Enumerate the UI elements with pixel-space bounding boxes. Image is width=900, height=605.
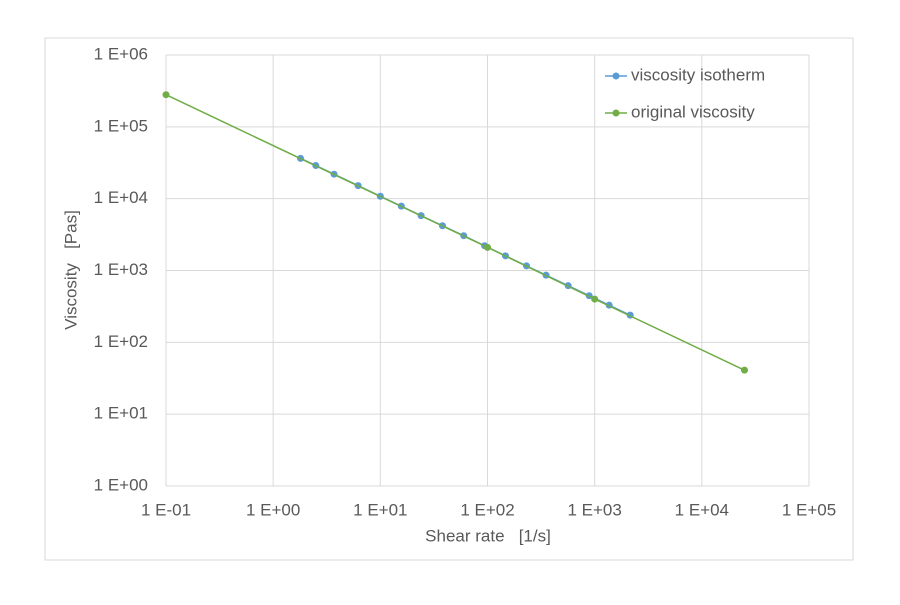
x-tick-label: 1 E+04: [675, 500, 729, 519]
series-line: [165, 94, 745, 371]
legend-marker: [612, 109, 620, 117]
x-tick-label: 1 E+01: [353, 500, 407, 519]
x-tick-label: 1 E-01: [141, 500, 191, 519]
y-tick-label: 1 E+06: [94, 44, 148, 63]
data-point: [740, 366, 748, 374]
y-tick-label: 1 E+04: [94, 188, 148, 207]
legend-label: original viscosity: [631, 102, 755, 121]
chart-border: [44, 37, 854, 561]
data-point: [484, 243, 491, 251]
y-tick-label: 1 E+01: [94, 404, 148, 423]
x-axis-title: Shear rate [1/s]: [425, 526, 551, 545]
data-point: [162, 91, 170, 99]
x-tick-label: 1 E+00: [246, 500, 300, 519]
legend-marker: [612, 72, 620, 80]
y-tick-label: 1 E+02: [94, 332, 148, 351]
data-point: [591, 295, 599, 303]
x-tick-label: 1 E+03: [567, 500, 621, 519]
y-tick-label: 1 E+00: [94, 475, 148, 494]
legend-label: viscosity isotherm: [631, 65, 765, 84]
x-tick-label: 1 E+02: [460, 500, 514, 519]
y-tick-label: 1 E+05: [94, 116, 148, 135]
x-tick-label: 1 E+05: [782, 500, 836, 519]
y-tick-label: 1 E+03: [94, 260, 148, 279]
y-axis-title: Viscosity [Pas]: [61, 210, 80, 330]
